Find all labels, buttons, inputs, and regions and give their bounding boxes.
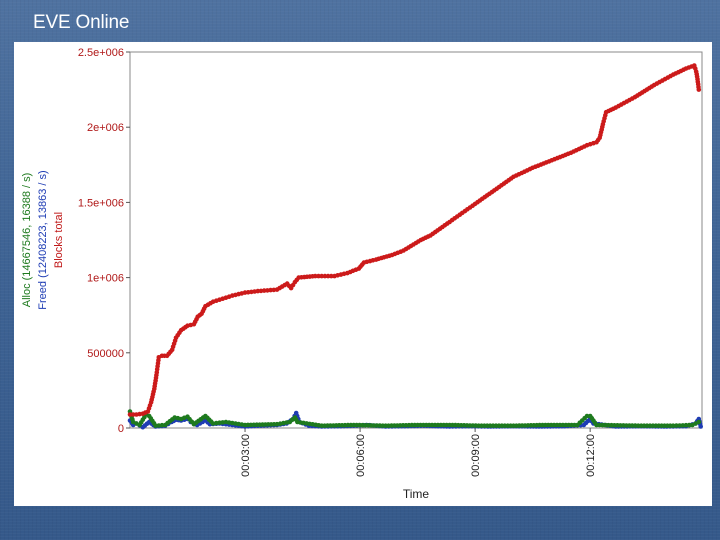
y-tick-label: 2.5e+006 bbox=[78, 47, 124, 59]
chart-axes: 0 500000 1e+006 1.5e+006 2e+006 2.5e+006 00:03… bbox=[78, 47, 703, 477]
data-point bbox=[584, 413, 590, 419]
x-tick-label: 00:09:00 bbox=[470, 434, 482, 477]
data-point bbox=[670, 423, 676, 429]
y-axis-title-line: Blocks total bbox=[53, 212, 65, 268]
data-point bbox=[677, 423, 682, 428]
plot-frame bbox=[129, 51, 703, 429]
data-point bbox=[322, 273, 328, 279]
y-tick-label: 2e+006 bbox=[87, 122, 124, 134]
data-point bbox=[696, 87, 702, 92]
series-blocks-total bbox=[127, 63, 702, 417]
scatter-chart: 0 500000 1e+006 1.5e+006 2e+006 2.5e+006 00:03… bbox=[21, 47, 703, 501]
x-tick-label: 00:03:00 bbox=[240, 434, 252, 477]
data-point bbox=[130, 412, 136, 417]
x-tick-label: 00:12:00 bbox=[585, 434, 597, 477]
y-axis-title-line: Alloc (14667546, 16388 / s) bbox=[21, 173, 33, 308]
y-tick-label: 1e+006 bbox=[87, 273, 124, 285]
data-point bbox=[313, 273, 318, 279]
data-point bbox=[127, 412, 133, 417]
y-tick-label: 0 bbox=[118, 423, 124, 435]
data-point bbox=[325, 273, 331, 279]
series-alloc bbox=[127, 409, 702, 429]
y-axis-title-line: Freed (12408223, 13863 / s) bbox=[37, 170, 49, 309]
chart-panel: 0 500000 1e+006 1.5e+006 2e+006 2.5e+006 00:03… bbox=[14, 42, 712, 506]
slide-title: EVE Online bbox=[33, 12, 130, 33]
y-axis-labels: Alloc (14667546, 16388 / s) Freed (124082… bbox=[21, 170, 65, 309]
data-point bbox=[319, 273, 325, 279]
data-point bbox=[674, 423, 679, 428]
y-tick-label: 1.5e+006 bbox=[78, 197, 124, 209]
data-point bbox=[329, 273, 334, 279]
y-tick-label: 500000 bbox=[87, 348, 124, 360]
data-point bbox=[316, 273, 321, 279]
x-tick-label: 00:06:00 bbox=[355, 434, 367, 477]
data-point bbox=[696, 419, 702, 425]
data-point bbox=[686, 422, 692, 428]
data-point bbox=[683, 422, 689, 428]
data-point bbox=[698, 424, 703, 429]
x-axis-title: Time bbox=[403, 487, 430, 501]
